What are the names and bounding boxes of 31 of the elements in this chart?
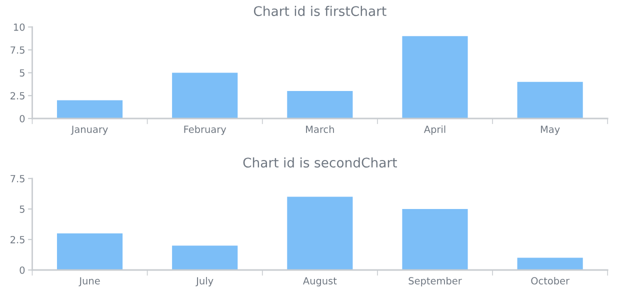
- y-tick-label: 7.5: [10, 175, 24, 182]
- x-tick-label: July: [196, 276, 214, 286]
- y-tick-label: 10: [14, 23, 25, 31]
- y-tick-label: 0: [20, 266, 25, 274]
- y-tick-label: 2.5: [10, 92, 24, 100]
- x-tick-label: May: [540, 126, 560, 135]
- bar: [517, 258, 583, 270]
- bar: [287, 91, 353, 118]
- y-tick-label: 2.5: [10, 236, 24, 244]
- y-tick-label: 0: [20, 114, 25, 122]
- y-tick-label: 7.5: [10, 46, 24, 54]
- x-tick-label: February: [184, 125, 226, 135]
- bar: [402, 209, 468, 270]
- bar: [56, 100, 123, 118]
- x-tick-label: June: [78, 277, 100, 286]
- y-tick-label: 5: [20, 69, 24, 77]
- x-tick-label: January: [70, 126, 108, 135]
- x-tick-label: August: [302, 277, 337, 286]
- bar: [172, 246, 238, 270]
- bar: [517, 82, 583, 118]
- x-tick-label: April: [424, 125, 446, 135]
- y-tick-label: 5: [20, 206, 24, 213]
- x-tick-label: September: [408, 276, 462, 286]
- bar: [172, 72, 238, 118]
- bar: [56, 233, 123, 270]
- x-tick-label: March: [306, 125, 334, 133]
- bar: [287, 196, 353, 270]
- bar: [402, 36, 468, 118]
- chart-title: Chart id is firstChart: [254, 6, 386, 16]
- x-tick-label: October: [531, 276, 570, 284]
- chart-title: Chart id is secondChart: [243, 157, 397, 168]
